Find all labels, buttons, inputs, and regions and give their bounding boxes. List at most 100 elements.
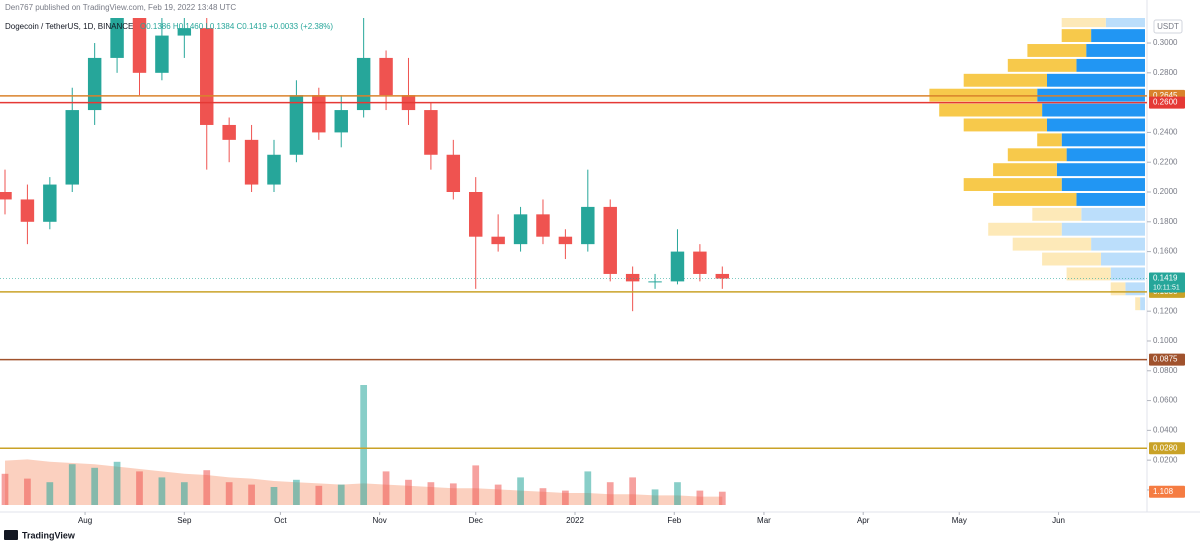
x-tick-label: Nov: [373, 516, 387, 525]
y-tick-label: 0.1000: [1153, 336, 1178, 345]
level-label-box: [1149, 442, 1185, 455]
profile-down: [939, 103, 1043, 117]
volume-bar: [136, 471, 143, 505]
x-tick-label: 2022: [566, 516, 584, 525]
candle-body: [267, 154, 281, 185]
candle-body: [0, 192, 12, 200]
plot-area: [0, 18, 1145, 505]
candle-body: [536, 214, 550, 237]
profile-up: [1125, 282, 1145, 296]
candle-body: [715, 273, 730, 279]
volume-bar: [427, 482, 435, 505]
volume-bar: [158, 477, 166, 505]
volume-label-box: [1149, 485, 1185, 498]
profile-up: [1105, 18, 1145, 28]
level-label: 0.0875: [1153, 355, 1178, 364]
profile-down: [993, 193, 1077, 206]
x-tick-label: Apr: [857, 516, 870, 525]
candle-body: [20, 199, 35, 222]
volume-bar: [91, 467, 99, 505]
candle-body: [65, 110, 79, 185]
profile-down: [1061, 29, 1092, 43]
profile-down: [1007, 148, 1067, 162]
profile-up: [1100, 252, 1145, 266]
candle-body: [200, 28, 214, 125]
candle-body: [424, 110, 438, 155]
volume-label: 1.108: [1153, 487, 1174, 496]
profile-down: [1012, 237, 1092, 251]
currency-box: [1153, 19, 1183, 34]
candle-body: [87, 57, 102, 111]
x-tick-label: Dec: [469, 516, 483, 525]
candle-body: [379, 57, 393, 96]
volume-bar: [360, 385, 368, 505]
profile-up: [1061, 133, 1145, 147]
volume-bar: [382, 471, 390, 505]
countdown: 10:11:51: [1153, 284, 1180, 291]
volume-bar: [248, 484, 255, 505]
candle-body: [177, 28, 192, 36]
volume-bar: [629, 477, 637, 505]
volume-bar: [225, 482, 233, 505]
x-tick-label: Sep: [177, 516, 192, 525]
volume-bar: [674, 482, 681, 505]
profile-down: [993, 163, 1057, 177]
ohlc-legend: O0.1386 H0.1460 L0.1384 C0.1419 +0.0033 …: [140, 22, 333, 31]
profile-up: [1056, 163, 1145, 177]
last-price: 0.1419: [1153, 274, 1178, 283]
y-tick-label: 0.0200: [1153, 455, 1178, 464]
profile-up: [1066, 148, 1145, 162]
profile-down: [1037, 133, 1062, 147]
y-tick-label: 0.1800: [1153, 217, 1178, 226]
candle-body: [222, 124, 236, 140]
profile-down: [1032, 207, 1082, 221]
candle-body: [603, 206, 617, 274]
profile-down: [1110, 282, 1126, 296]
volume-bar: [405, 479, 412, 505]
volume-bar: [494, 484, 502, 505]
profile-up: [1061, 178, 1145, 192]
candle-body: [43, 184, 57, 222]
level-label: 0.0280: [1153, 443, 1178, 452]
profile-up: [1140, 297, 1145, 311]
volume-bar: [337, 484, 345, 505]
volume-bar: [46, 482, 54, 505]
profile-down: [1066, 267, 1111, 281]
candle-body: [491, 236, 505, 245]
profile-up: [1076, 193, 1145, 206]
publisher: Den767 published on TradingView.com, Feb…: [5, 3, 236, 12]
profile-down: [963, 118, 1047, 132]
y-tick-label: 0.0800: [1153, 366, 1178, 375]
level-label: 0.2645: [1153, 91, 1178, 100]
volume-bar: [180, 482, 188, 505]
profile-down: [963, 73, 1047, 87]
volume-bar: [718, 491, 726, 505]
volume-bar: [68, 464, 76, 505]
volume-bar: [606, 482, 614, 505]
candle-body: [446, 154, 461, 193]
profile-up: [1042, 103, 1145, 117]
x-tick-label: Feb: [667, 516, 681, 525]
candle-body: [334, 110, 348, 133]
volume-bar: [203, 470, 211, 505]
level-label-box: [1149, 353, 1185, 366]
y-tick-label: 0.2800: [1153, 68, 1178, 77]
candle-body: [312, 95, 326, 133]
y-tick-label: 0.1200: [1153, 306, 1178, 315]
y-tick-label: 0.0600: [1153, 396, 1178, 405]
profile-up: [1061, 222, 1145, 236]
volume-bar: [472, 465, 480, 505]
candle-body: [155, 35, 169, 73]
profile-down: [1042, 252, 1101, 266]
candle-body: [244, 139, 259, 185]
profile-down: [963, 178, 1062, 192]
profile-down: [1135, 297, 1141, 311]
brand: TradingView: [22, 530, 76, 540]
profile-up: [1091, 29, 1145, 43]
profile-up: [1110, 267, 1145, 281]
profile-down: [1061, 18, 1106, 28]
level-label-box: [1149, 96, 1185, 109]
profile-up: [1047, 73, 1145, 87]
volume-bar: [1, 473, 9, 505]
